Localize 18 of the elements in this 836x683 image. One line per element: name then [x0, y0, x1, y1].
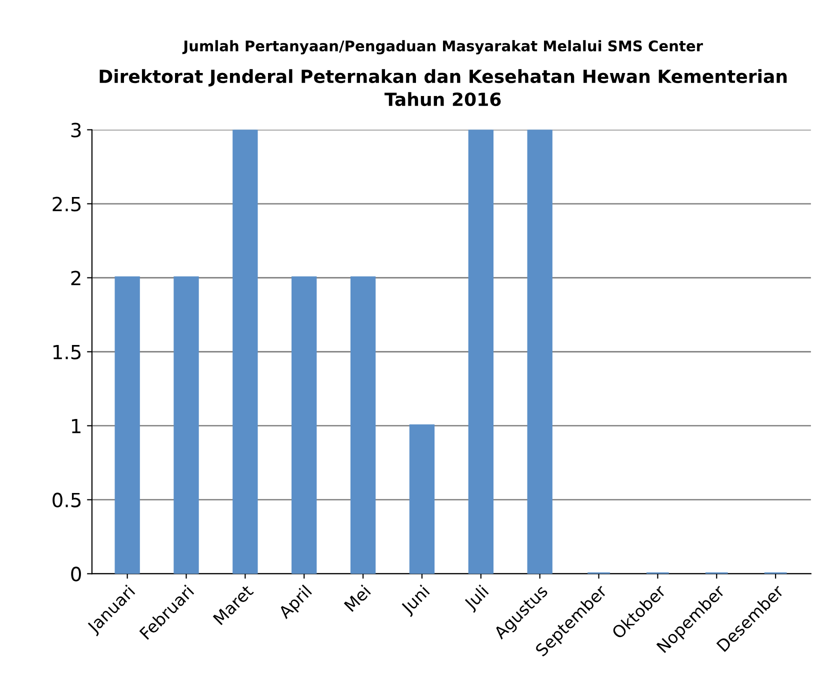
bar [409, 424, 435, 574]
bar [468, 130, 494, 574]
y-tick-label: 3 [71, 122, 81, 138]
y-tick-label: 2 [71, 270, 80, 286]
y-tick-label: 1.5 [53, 344, 81, 360]
bar [527, 130, 552, 574]
bar [350, 276, 376, 574]
x-tick-label: Mei [344, 584, 372, 612]
y-tick-label: 1 [72, 418, 80, 434]
bar [232, 130, 258, 574]
y-tick-label: 0.5 [52, 492, 81, 508]
y-tick-label: 0 [71, 566, 81, 582]
bar [174, 276, 199, 574]
y-tick-label: 2.5 [52, 196, 81, 212]
chart-subtitle: Direktorat Jenderal Peternakan dan Kesehatan Hewan Kementerian Tahun 2016 [100, 69, 787, 106]
bar [292, 276, 317, 574]
bar [114, 276, 140, 574]
chart-title: Jumlah Pertanyaan/Pengaduan Masyarakat Melalui SMS Center [182, 40, 703, 54]
